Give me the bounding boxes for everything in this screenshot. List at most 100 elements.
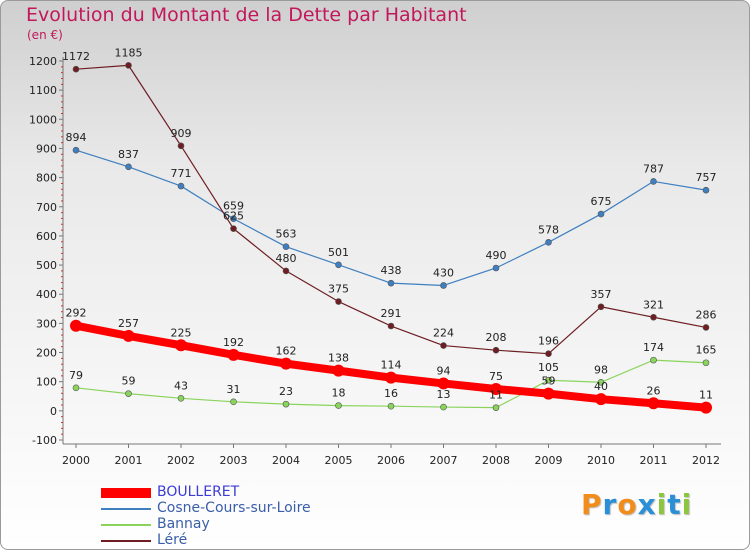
data-point-lere [177, 142, 185, 150]
data-label-cosne: 659 [223, 200, 244, 213]
legend-label-cosne: Cosne-Cours-sur-Loire [157, 500, 311, 516]
data-point-boulleret [332, 364, 345, 377]
data-label-bannay: 105 [538, 361, 559, 374]
data-label-lere: 480 [276, 252, 297, 265]
data-label-cosne: 430 [433, 266, 454, 279]
data-point-lere [387, 322, 395, 330]
data-point-lere [597, 303, 605, 311]
x-tick-label: 2008 [482, 454, 510, 467]
data-label-bannay: 165 [696, 344, 717, 357]
logo-letter: t [667, 488, 682, 521]
data-label-bannay: 59 [122, 375, 136, 388]
data-point-bannay [650, 356, 657, 364]
data-label-lere: 357 [591, 288, 612, 301]
data-point-boulleret [700, 401, 712, 414]
data-point-bannay [387, 402, 395, 410]
data-point-cosne [230, 215, 237, 223]
data-point-cosne [440, 282, 447, 289]
data-point-lere [440, 342, 447, 349]
y-tick-label: 1200 [29, 55, 57, 68]
x-tick-label: 2000 [62, 454, 90, 467]
data-point-boulleret [175, 339, 187, 352]
data-point-bannay [702, 359, 710, 367]
data-point-bannay [230, 398, 237, 406]
data-label-bannay: 98 [594, 363, 608, 376]
y-tick-label: 900 [36, 142, 57, 155]
data-point-bannay [72, 384, 80, 392]
data-label-bannay: 18 [332, 387, 346, 400]
data-label-lere: 208 [486, 331, 507, 344]
chart-title: Evolution du Montant de la Dette par Hab… [26, 4, 467, 26]
legend-label-boulleret: BOULLERET [157, 484, 240, 500]
data-label-lere: 1172 [62, 50, 90, 63]
y-tick-label: 1100 [29, 84, 57, 97]
data-label-boulleret: 138 [328, 352, 349, 365]
x-tick-label: 2011 [640, 454, 668, 467]
legend-item-cosne: Cosne-Cours-sur-Loire [101, 500, 401, 517]
data-label-bannay: 11 [489, 389, 503, 402]
data-point-cosne [650, 178, 657, 185]
y-tick-label: 0 [50, 405, 57, 418]
data-label-cosne: 563 [276, 228, 297, 241]
data-point-boulleret [227, 348, 240, 361]
data-label-cosne: 501 [328, 246, 349, 259]
data-label-boulleret: 11 [699, 389, 713, 402]
data-label-cosne: 675 [591, 195, 612, 208]
data-label-cosne: 490 [486, 249, 507, 262]
data-label-boulleret: 59 [542, 375, 556, 388]
unit-label: (en €) [27, 28, 63, 42]
y-tick-label: 200 [36, 347, 57, 360]
logo-letter: i [656, 488, 668, 521]
y-tick-label: 600 [36, 230, 57, 243]
x-tick-label: 2001 [115, 454, 143, 467]
data-label-cosne: 787 [643, 162, 664, 175]
data-label-bannay: 31 [227, 383, 241, 396]
logo-letter: x [637, 488, 657, 521]
data-label-lere: 375 [328, 283, 349, 296]
data-label-boulleret: 257 [118, 317, 139, 330]
legend-item-lere: Léré [101, 532, 401, 549]
data-point-bannay [545, 376, 552, 384]
data-label-boulleret: 40 [594, 380, 608, 393]
data-label-lere: 1185 [115, 46, 143, 59]
data-point-lere [492, 346, 500, 354]
logo-letter: P [581, 488, 603, 521]
data-point-lere [125, 62, 132, 69]
logo-letter: r [602, 488, 618, 521]
data-point-cosne [282, 243, 290, 251]
data-point-cosne [545, 239, 552, 246]
legend: BOULLERET Cosne-Cours-sur-Loire Bannay Léré [101, 484, 401, 549]
proxiti-logo: Proxiti [581, 488, 692, 521]
data-point-boulleret [280, 357, 292, 370]
data-label-lere: 224 [433, 327, 454, 340]
legend-swatch-boulleret [101, 488, 151, 498]
x-tick-label: 2012 [692, 454, 720, 467]
data-label-cosne: 757 [696, 171, 717, 184]
legend-swatch-cosne [101, 508, 151, 510]
data-point-lere [545, 350, 552, 358]
data-label-lere: 321 [643, 298, 664, 311]
x-tick-label: 2005 [325, 454, 353, 467]
data-label-bannay: 43 [174, 379, 188, 392]
data-label-boulleret: 162 [276, 345, 297, 358]
data-point-bannay [440, 403, 447, 411]
x-tick-label: 2007 [430, 454, 458, 467]
data-point-cosne [597, 210, 605, 218]
legend-item-boulleret: BOULLERET [101, 484, 401, 501]
data-point-bannay [335, 402, 342, 409]
data-point-boulleret [385, 371, 397, 384]
x-tick-label: 2002 [167, 454, 195, 467]
legend-label-lere: Léré [157, 532, 188, 548]
legend-item-bannay: Bannay [101, 516, 401, 533]
data-label-boulleret: 225 [171, 326, 192, 339]
data-point-lere [72, 65, 80, 73]
data-point-cosne [177, 182, 185, 190]
x-tick-label: 2006 [377, 454, 405, 467]
data-label-bannay: 13 [437, 388, 451, 401]
x-tick-label: 2004 [272, 454, 300, 467]
data-point-bannay [282, 400, 290, 408]
data-point-cosne [72, 146, 80, 154]
data-point-boulleret [595, 393, 607, 406]
